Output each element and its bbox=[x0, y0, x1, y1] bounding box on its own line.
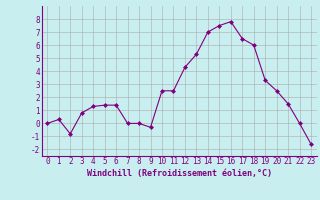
X-axis label: Windchill (Refroidissement éolien,°C): Windchill (Refroidissement éolien,°C) bbox=[87, 169, 272, 178]
